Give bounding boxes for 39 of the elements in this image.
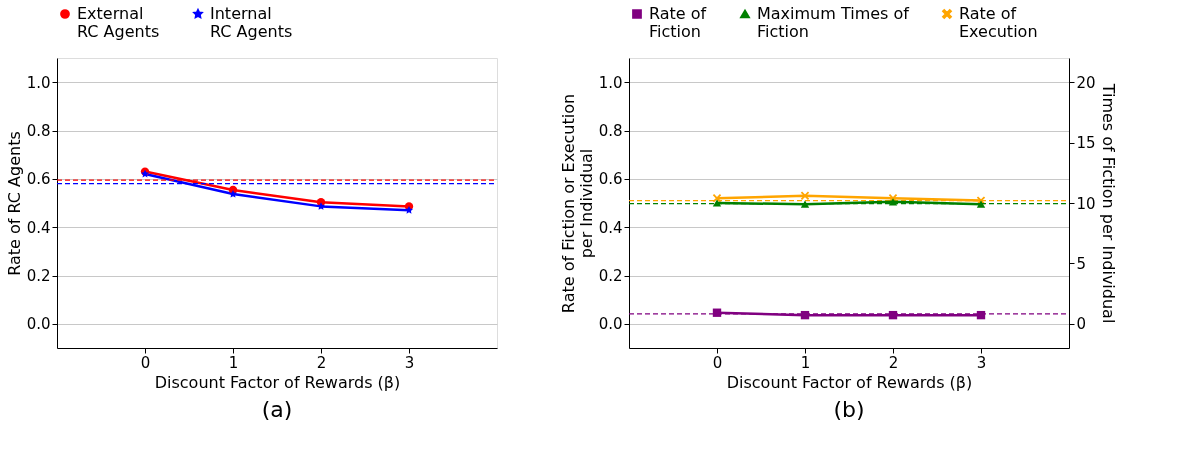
y-tick-label: 0.8 <box>598 122 623 140</box>
y-tick-label: 0.2 <box>26 267 51 285</box>
legend-label: Maximum Times of Fiction <box>757 4 910 41</box>
y-axis-title: Rate of RC Agents <box>4 131 24 276</box>
x-tick-label: 3 <box>976 353 987 372</box>
y-tick-label: 0.6 <box>26 170 51 189</box>
y-tick-label: 0.0 <box>598 315 623 334</box>
y-tick-label: 0.0 <box>26 315 51 334</box>
y2-tick-label: 10 <box>1076 194 1096 213</box>
x-tick-label: 0 <box>140 353 151 372</box>
y-tick-label: 0.4 <box>598 218 623 237</box>
y-tick-label: 0.8 <box>26 122 51 140</box>
x-axis-title: Discount Factor of Rewards (β) <box>154 372 401 392</box>
x-tick-label: 1 <box>800 353 811 372</box>
x-tick-label: 2 <box>888 353 899 372</box>
legend-label: Internal RC Agents <box>210 4 293 41</box>
point <box>712 193 722 203</box>
y-tick-label: 0.4 <box>26 218 51 237</box>
x-tick-label: 2 <box>316 353 327 372</box>
y-tick-label: 0.2 <box>598 267 623 285</box>
x-tick-label: 1 <box>228 353 239 372</box>
legend-label: Rate of Fiction <box>649 4 707 41</box>
y2-tick-label: 0 <box>1076 315 1087 334</box>
y-tick-label: 1.0 <box>598 73 623 92</box>
x-tick-label: 3 <box>404 353 415 372</box>
y-axis-title: Rate of Fiction or Execution per Individual <box>558 93 596 314</box>
legend-label: Rate of Execution <box>959 4 1038 41</box>
y2-tick-label: 5 <box>1076 254 1087 273</box>
y-tick-label: 1.0 <box>26 73 51 92</box>
point <box>317 202 325 210</box>
y-tick-label: 0.6 <box>598 170 623 189</box>
y2-axis-title: Times of Fiction per Individual <box>1098 82 1118 324</box>
x-tick-label: 0 <box>712 353 723 372</box>
text: (a) <box>261 397 293 422</box>
y2-tick-label: 15 <box>1076 134 1096 153</box>
legend-label: External RC Agents <box>77 4 160 41</box>
y2-tick-label: 20 <box>1076 73 1096 92</box>
text: (b) <box>833 397 865 422</box>
x-axis-title: Discount Factor of Rewards (β) <box>726 372 973 392</box>
